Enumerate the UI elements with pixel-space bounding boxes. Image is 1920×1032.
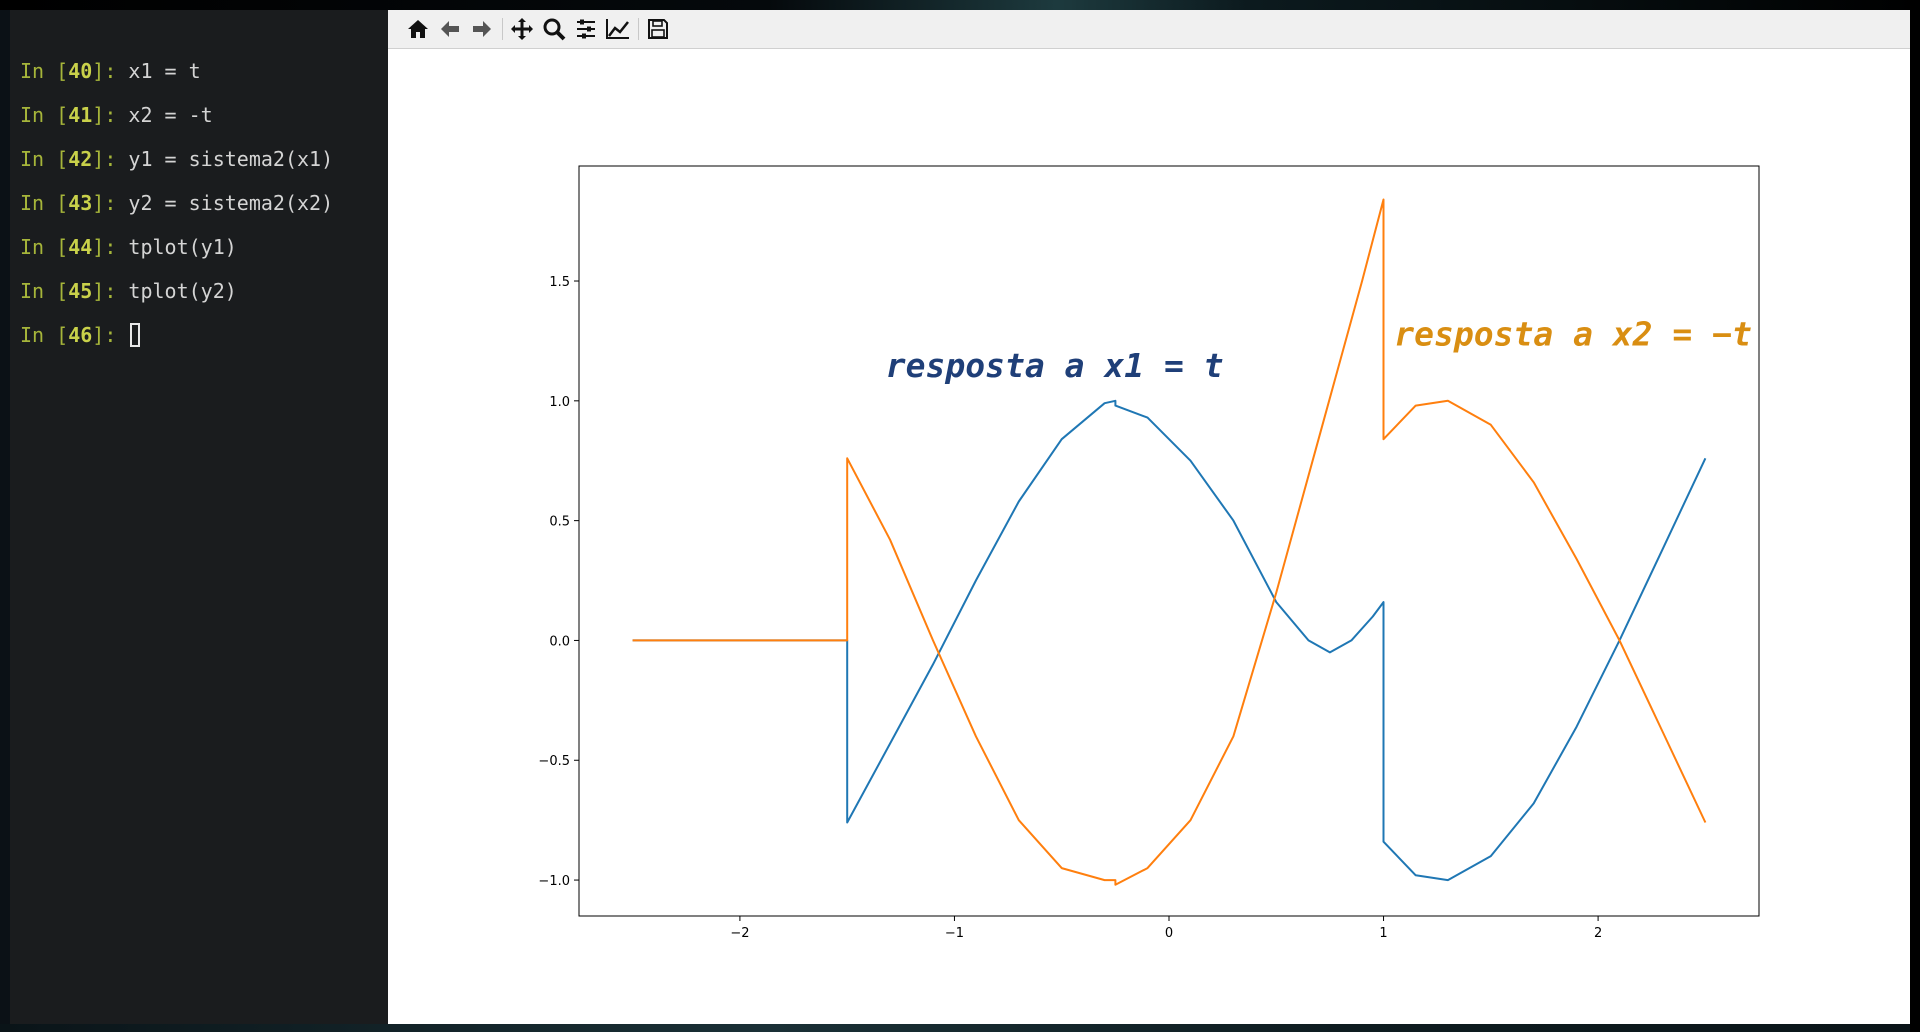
forward-icon xyxy=(473,21,491,37)
desktop-background-top xyxy=(0,0,1920,10)
x-tick-label: −2 xyxy=(730,926,749,941)
prompt-label: In xyxy=(20,191,45,215)
zoom-button[interactable] xyxy=(540,16,568,42)
code-text: tplot(y1) xyxy=(128,235,237,259)
desktop-background-right xyxy=(1910,0,1920,1032)
terminal-line: In [42]: y1 = sistema2(x1) xyxy=(20,147,334,171)
prompt-number: 46 xyxy=(68,323,93,347)
terminal-line: In [45]: tplot(y2) xyxy=(20,279,237,303)
toolbar-separator xyxy=(638,18,639,40)
x-tick-label: 2 xyxy=(1594,926,1602,941)
prompt-label: In xyxy=(20,323,45,347)
desktop-background-bottom xyxy=(0,1024,1920,1032)
prompt-label: In xyxy=(20,103,45,127)
x-tick-label: 0 xyxy=(1165,926,1173,941)
code-text: tplot(y2) xyxy=(128,279,237,303)
toolbar-separator xyxy=(502,18,503,40)
back-icon xyxy=(441,21,459,37)
terminal-line: In [41]: x2 = -t xyxy=(20,103,213,127)
annotations-layer: resposta a x1 = t resposta a x2 = −t xyxy=(886,315,1752,385)
prompt-label: In xyxy=(20,279,45,303)
annotation-1: resposta a x1 = t xyxy=(886,346,1224,385)
save-button[interactable] xyxy=(644,16,672,42)
code-text: y1 = sistema2(x1) xyxy=(128,147,334,171)
pan-button[interactable] xyxy=(508,16,536,42)
code-text: x1 = t xyxy=(128,59,201,83)
customize-icon xyxy=(606,19,629,39)
prompt-number: 41 xyxy=(68,103,93,127)
y-tick-label: 0.0 xyxy=(549,634,570,649)
prompt-number: 45 xyxy=(68,279,93,303)
y-tick-label: −0.5 xyxy=(538,754,570,769)
customize-button[interactable] xyxy=(604,16,632,42)
x-tick-label: −1 xyxy=(945,926,964,941)
terminal-line: In [43]: y2 = sistema2(x2) xyxy=(20,191,334,215)
code-text: y2 = sistema2(x2) xyxy=(128,191,334,215)
prompt-label: In xyxy=(20,147,45,171)
series-layer xyxy=(632,198,1707,886)
prompt-number: 44 xyxy=(68,235,93,259)
navigation-toolbar xyxy=(388,10,1910,49)
y-tick-label: 0.5 xyxy=(549,515,570,530)
matplotlib-figure-window: −2 −1 0 1 2 −1.0 −0.5 0.0 0.5 1.0 1.5 resposta a x… xyxy=(388,10,1910,1024)
annotation-2: resposta a x2 = −t xyxy=(1394,315,1752,354)
pan-icon xyxy=(511,18,533,40)
axes: −2 −1 0 1 2 −1.0 −0.5 0.0 0.5 1.0 1.5 xyxy=(538,165,1760,941)
terminal-line-active[interactable]: In [46]: xyxy=(20,322,141,348)
x-tick-label: 1 xyxy=(1379,926,1387,941)
prompt-number: 43 xyxy=(68,191,93,215)
home-icon xyxy=(408,20,428,38)
y-tick-label: 1.0 xyxy=(549,395,570,410)
back-button[interactable] xyxy=(436,16,464,42)
zoom-icon xyxy=(543,18,566,41)
text-cursor xyxy=(130,323,141,347)
y-tick-label: 1.5 xyxy=(549,275,570,290)
axes-frame xyxy=(578,165,1760,917)
prompt-label: In xyxy=(20,235,45,259)
series-line-2 xyxy=(632,198,1707,886)
y-tick-label: −1.0 xyxy=(538,874,570,889)
terminal-line: In [44]: tplot(y1) xyxy=(20,235,237,259)
forward-button[interactable] xyxy=(468,16,496,42)
subplots-icon xyxy=(577,19,595,39)
home-button[interactable] xyxy=(404,16,432,42)
prompt-label: In xyxy=(20,59,45,83)
subplots-button[interactable] xyxy=(572,16,600,42)
save-icon xyxy=(648,19,668,39)
prompt-number: 42 xyxy=(68,147,93,171)
code-text: x2 = -t xyxy=(128,103,213,127)
prompt-number: 40 xyxy=(68,59,93,83)
series-line-1 xyxy=(632,399,1707,882)
ipython-terminal[interactable]: In [40]: x1 = t In [41]: x2 = -t In [42]… xyxy=(10,10,388,1024)
plot-canvas[interactable]: −2 −1 0 1 2 −1.0 −0.5 0.0 0.5 1.0 1.5 resposta a x… xyxy=(388,49,1910,1024)
terminal-line: In [40]: x1 = t xyxy=(20,59,201,83)
